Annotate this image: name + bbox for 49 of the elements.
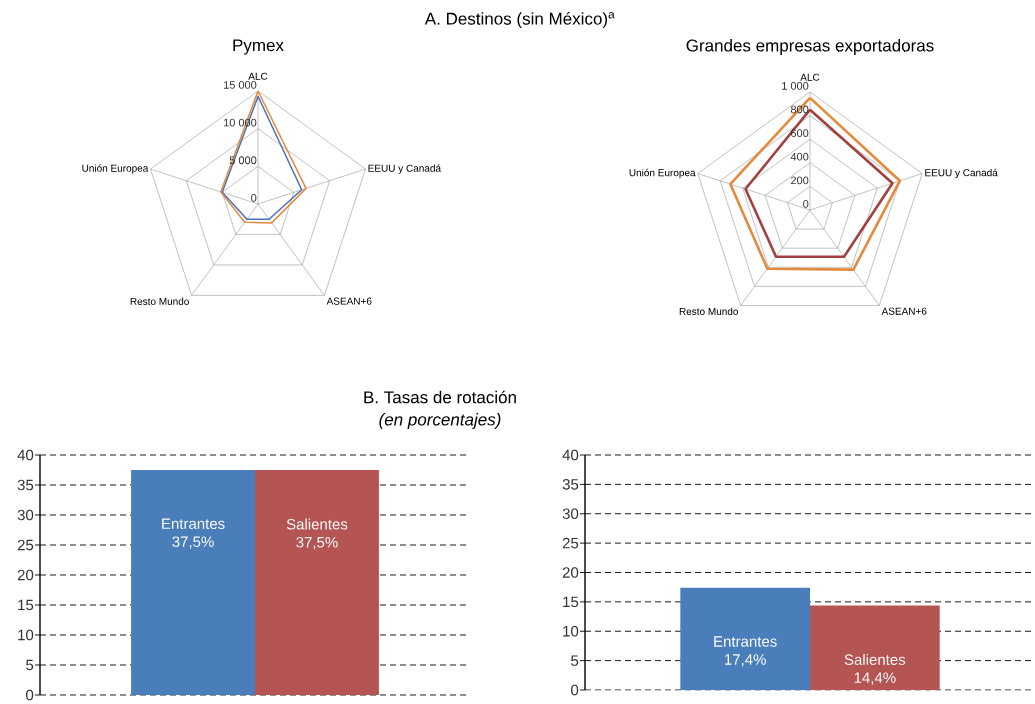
y-tick-label: 15 000 [223, 81, 257, 89]
data-label: 37,5% [296, 536, 338, 550]
y-tick-label: 0 [571, 684, 579, 696]
y-tick-label: 20 [17, 569, 34, 581]
spoke-label: ASEAN+6 [326, 297, 372, 305]
spoke-label: EEUU y Canadá [368, 164, 442, 174]
y-tick-label: 0 [803, 200, 809, 208]
spoke-label: Unión Europea [629, 168, 696, 179]
spoke-label: Resto Mundo [130, 297, 189, 305]
spoke-label: ALC [800, 73, 820, 81]
y-tick-label: 40 [562, 449, 579, 461]
y-tick-label: 200 [791, 176, 809, 185]
y-tick-label: 5 000 [229, 156, 257, 165]
y-tick-label: 20 [562, 567, 579, 578]
y-tick-label: 0 [251, 194, 257, 202]
spoke-label: Unión Europea [82, 164, 149, 174]
spoke-label: EEUU y Canadá [925, 168, 998, 179]
y-tick-label: 400 [790, 152, 809, 161]
data-label: 37,5% [172, 536, 214, 549]
y-tick-label: 40 [17, 449, 34, 461]
y-tick-label: 25 [17, 539, 34, 551]
chart-subtitle: (en porcentajes) [379, 413, 501, 429]
spoke-label: ASEAN+6 [881, 307, 927, 315]
spoke-label: Resto Mundo [679, 307, 739, 315]
y-tick-label: 35 [562, 479, 579, 490]
y-tick-label: 10 [563, 625, 579, 637]
x-tick-label: Entrantes [714, 636, 777, 647]
spoke-label: ALC [248, 72, 268, 80]
y-tick-label: 10 [18, 629, 34, 641]
x-tick-label: Salientes [286, 518, 348, 530]
text: A. Destinos (sin México)$^{a}$ [424, 11, 615, 29]
y-tick-label: 15 [563, 596, 579, 608]
y-tick-label: 35 [17, 479, 34, 491]
data-label: 14,4% [854, 672, 896, 685]
y-tick-label: 5 [571, 655, 579, 666]
y-tick-label: 25 [562, 537, 579, 549]
y-tick-label: 5 [26, 659, 34, 671]
chart-title: Pymex [233, 39, 284, 55]
y-tick-label: 15 [18, 599, 34, 611]
y-tick-label: 1 000 [782, 82, 809, 90]
y-tick-label: 0 [26, 689, 34, 701]
chart-title: Grandes empresas exportadoras [686, 39, 934, 55]
y-tick-label: 30 [562, 508, 579, 520]
x-tick-label: Entrantes [162, 518, 225, 529]
data-label: 17,4% [725, 654, 766, 667]
x-tick-label: Salientes [844, 653, 906, 665]
y-tick-label: 600 [791, 129, 809, 137]
y-tick-label: 30 [17, 509, 34, 521]
chart-title: B. Tasas de rotación [364, 390, 516, 404]
